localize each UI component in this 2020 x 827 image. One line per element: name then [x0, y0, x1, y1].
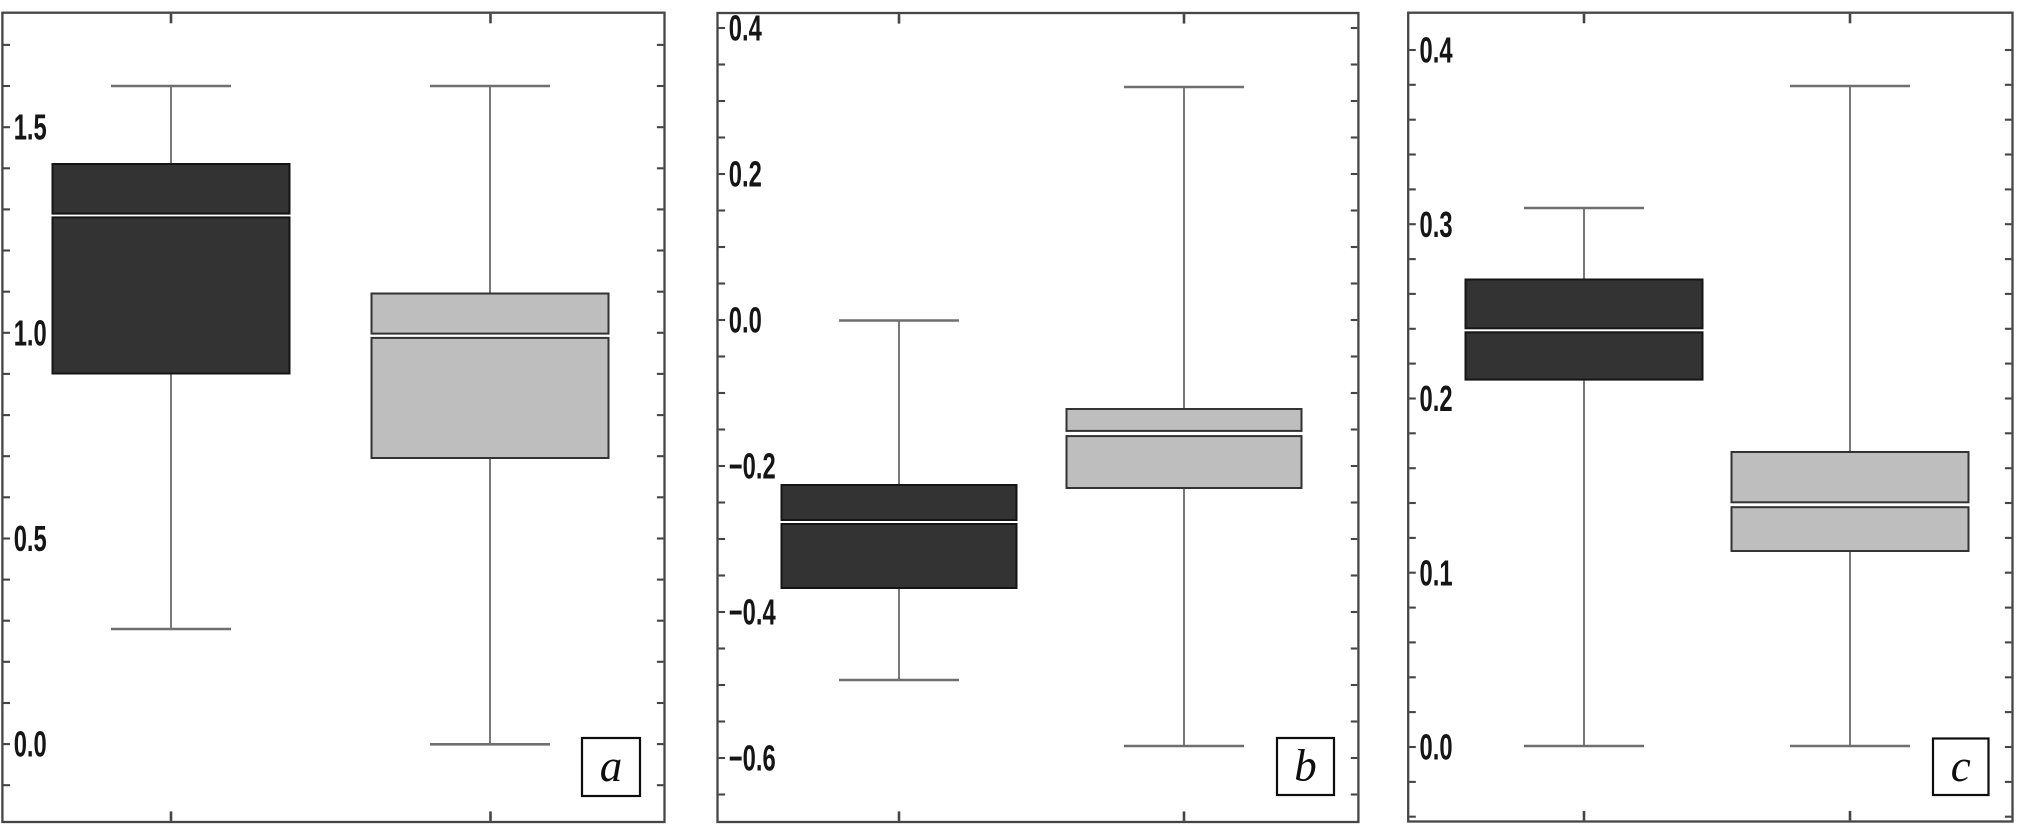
svg-text:0.4: 0.4: [1420, 31, 1453, 71]
svg-text:0.1: 0.1: [1420, 554, 1453, 594]
svg-text:−0.4: −0.4: [729, 593, 776, 633]
svg-text:0.0: 0.0: [729, 301, 762, 341]
svg-text:0.2: 0.2: [1420, 379, 1453, 419]
svg-text:0.2: 0.2: [729, 155, 762, 195]
svg-text:0.5: 0.5: [14, 519, 47, 559]
svg-text:0.0: 0.0: [14, 725, 47, 765]
svg-text:0.3: 0.3: [1420, 205, 1453, 245]
svg-text:0.0: 0.0: [1420, 728, 1453, 768]
svg-text:−0.2: −0.2: [729, 447, 776, 487]
svg-text:b: b: [1294, 741, 1317, 791]
svg-text:1.5: 1.5: [14, 108, 47, 148]
svg-text:−0.6: −0.6: [729, 739, 776, 779]
svg-text:1.0: 1.0: [14, 314, 47, 354]
svg-text:a: a: [600, 741, 623, 791]
svg-text:0.4: 0.4: [729, 9, 762, 49]
svg-text:c: c: [1951, 741, 1971, 791]
